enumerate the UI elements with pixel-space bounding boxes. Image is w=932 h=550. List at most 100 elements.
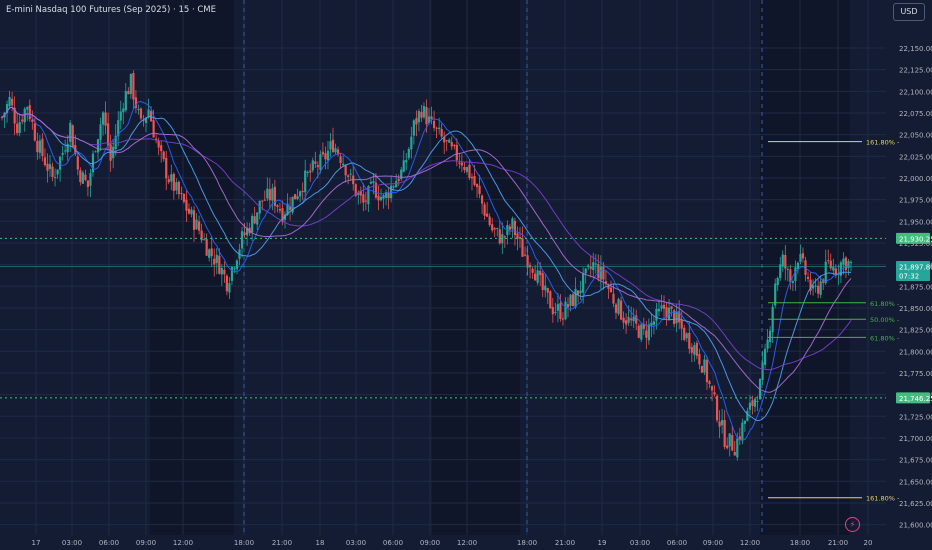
candle-body [763, 348, 767, 365]
candle-body [99, 124, 102, 140]
candle-body [673, 310, 676, 324]
price-tag [896, 261, 930, 282]
candle-body [607, 285, 610, 289]
candle [119, 100, 122, 130]
candle-body [387, 193, 390, 199]
candle [763, 343, 767, 369]
candle [844, 256, 848, 278]
candle [28, 99, 31, 122]
candle [448, 138, 451, 143]
candle [129, 73, 132, 99]
candle-body [544, 285, 547, 291]
candle [382, 193, 385, 209]
candle-body [635, 315, 638, 324]
candle [470, 173, 474, 191]
candle-body [824, 261, 827, 284]
lightning-icon[interactable]: ⚡ [845, 517, 860, 532]
candle-body [281, 208, 284, 223]
candle-body [251, 215, 254, 233]
candle-body [336, 149, 340, 155]
candle-body [195, 219, 198, 230]
candle [726, 437, 729, 450]
candle-body [392, 186, 395, 188]
candle [38, 135, 42, 159]
candle [630, 306, 633, 326]
candle-body [329, 141, 332, 150]
candle-body [309, 170, 312, 173]
candle [794, 260, 797, 291]
candle-body [152, 120, 155, 138]
candle-body [43, 157, 47, 166]
candle-body [769, 330, 772, 342]
candle-body [273, 186, 276, 206]
candle [779, 256, 782, 281]
candle-body [698, 353, 701, 365]
candle [534, 265, 537, 281]
candle [761, 350, 764, 385]
candle-body [569, 294, 572, 306]
candle-body [796, 262, 800, 270]
candle [387, 187, 390, 210]
candle [801, 247, 805, 263]
x-tick-label: 21:00 [828, 539, 848, 547]
candle-body [478, 185, 481, 195]
candle [453, 143, 456, 150]
candle [561, 312, 565, 326]
x-tick-label: 06:00 [667, 539, 687, 547]
candle-body [13, 107, 16, 124]
candle [170, 164, 173, 191]
y-tick-label: 22,000.00 [899, 175, 932, 183]
candle-body [680, 320, 683, 329]
candle-body [465, 167, 469, 172]
candle-body [124, 91, 127, 111]
candle [276, 204, 279, 213]
candle-body [521, 238, 524, 257]
candle-body [172, 173, 175, 191]
candle-body [228, 283, 231, 293]
candle [51, 162, 54, 182]
candle [185, 190, 188, 222]
candle-body [41, 138, 44, 157]
candle [518, 227, 522, 248]
candle-body [344, 165, 347, 176]
candle-body [26, 107, 29, 110]
candle [657, 299, 661, 317]
candle [147, 98, 150, 119]
candle [230, 265, 234, 286]
candle [751, 395, 754, 415]
candle [564, 297, 567, 321]
candle [210, 236, 213, 267]
candle [46, 153, 49, 183]
candle [200, 223, 203, 243]
candle [743, 420, 746, 432]
currency-button[interactable]: USD [893, 3, 925, 21]
candle [632, 308, 635, 328]
candle [718, 410, 721, 439]
candle [635, 309, 638, 330]
candle [556, 293, 559, 323]
candle-body [276, 205, 279, 207]
candle-body [36, 140, 39, 152]
candle-body [503, 236, 506, 238]
candle-body [630, 318, 633, 321]
candle-body [21, 119, 24, 122]
candle-body [584, 268, 587, 274]
candle [501, 222, 504, 255]
candle [364, 191, 367, 211]
candle-body [233, 268, 236, 270]
candle [554, 302, 557, 316]
candle [288, 197, 292, 221]
candle-body [132, 73, 135, 100]
candle-body [347, 175, 350, 177]
candle [551, 297, 554, 323]
candle [688, 322, 691, 354]
candle [329, 132, 332, 157]
candle-body [225, 275, 228, 292]
candle [460, 154, 463, 173]
candle [549, 290, 552, 309]
candle-body [786, 268, 789, 270]
candle [84, 169, 87, 182]
candle-body [395, 181, 398, 188]
